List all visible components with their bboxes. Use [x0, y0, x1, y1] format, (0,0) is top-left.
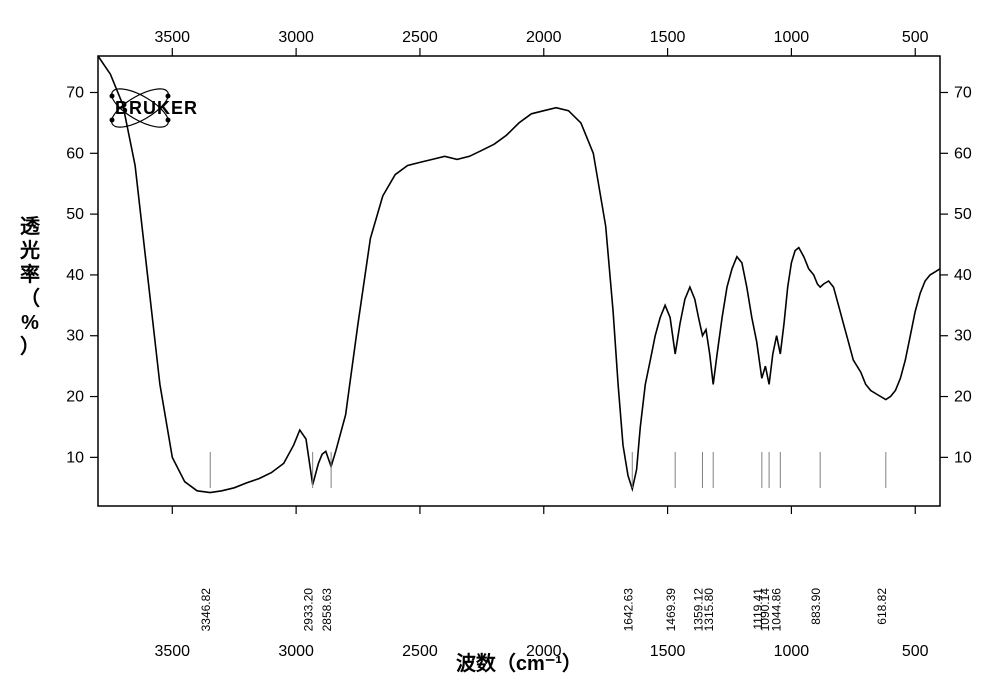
x-tick-bottom: 2500 [402, 643, 438, 660]
svg-text:光: 光 [19, 239, 40, 262]
y-tick-left: 60 [66, 145, 84, 162]
peak-label: 3346.82 [199, 588, 213, 632]
y-tick-right: 50 [954, 206, 972, 223]
peak-label: 2858.63 [320, 588, 334, 632]
y-tick-left: 70 [66, 84, 84, 101]
peak-label: 618.82 [875, 588, 889, 625]
x-axis-label: 波数（cm⁻¹） [456, 651, 582, 675]
y-tick-right: 40 [954, 267, 972, 284]
peak-label: 883.90 [809, 588, 823, 625]
y-axis-label: 透光率（%） [19, 215, 41, 358]
peak-label: 1044.86 [769, 588, 783, 632]
y-tick-left: 30 [66, 328, 84, 345]
x-tick-top: 3500 [154, 29, 190, 46]
y-tick-left: 20 [66, 389, 84, 406]
x-tick-top: 2500 [402, 29, 438, 46]
peak-label: 1469.39 [664, 588, 678, 632]
peak-label: 1642.63 [621, 588, 635, 632]
ir-spectrum-chart: 3500 3000 2500 2000 1500 1000 500 3500 3000 2500 2… [0, 0, 1000, 680]
x-tick-bottom: 3500 [154, 643, 190, 660]
peak-label: 2933.20 [302, 588, 316, 632]
x-tick-bottom: 3000 [278, 643, 314, 660]
svg-text:）: ） [20, 335, 40, 358]
svg-text:透: 透 [20, 215, 41, 238]
x-tick-top: 1000 [774, 29, 810, 46]
bruker-logo: BRUKER [106, 82, 198, 135]
x-tick-bottom: 500 [902, 643, 929, 660]
y-tick-right: 60 [954, 145, 972, 162]
x-tick-top: 500 [902, 29, 929, 46]
x-tick-top: 1500 [650, 29, 686, 46]
y-tick-right: 30 [954, 328, 972, 345]
y-tick-left: 50 [66, 206, 84, 223]
svg-text:BRUKER: BRUKER [115, 98, 198, 118]
spectrum-line [98, 56, 940, 493]
x-tick-top: 3000 [278, 29, 314, 46]
y-tick-right: 70 [954, 84, 972, 101]
x-tick-bottom: 1000 [774, 643, 810, 660]
svg-text:率: 率 [20, 262, 40, 286]
y-tick-left: 40 [66, 267, 84, 284]
y-tick-left: 10 [66, 449, 84, 466]
x-tick-top: 2000 [526, 29, 562, 46]
svg-text:（: （ [20, 287, 40, 310]
x-tick-bottom: 1500 [650, 643, 686, 660]
peak-label: 1315.80 [702, 588, 716, 632]
y-tick-right: 20 [954, 389, 972, 406]
y-tick-right: 10 [954, 449, 972, 466]
svg-text:%: % [21, 312, 39, 334]
